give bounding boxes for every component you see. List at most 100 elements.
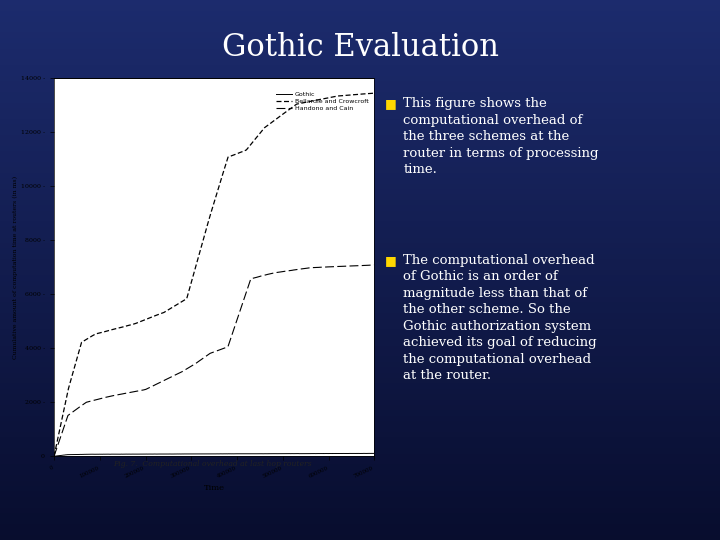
Gothic <box>192 451 201 457</box>
Bar <box>0 508 720 513</box>
Bar <box>0 351 720 356</box>
Bar <box>0 135 720 140</box>
Bar <box>0 340 720 346</box>
Bar <box>0 108 720 113</box>
Bar <box>0 270 720 275</box>
Bar <box>0 232 720 238</box>
Bar <box>0 394 720 400</box>
Bar <box>0 151 720 157</box>
Bar <box>0 194 720 200</box>
Gothic <box>367 450 376 457</box>
Bar <box>0 454 720 459</box>
Bar <box>0 189 720 194</box>
Bar <box>0 173 720 178</box>
Bar <box>0 410 720 416</box>
Bar <box>0 324 720 329</box>
Bar <box>0 437 720 443</box>
Bar <box>0 227 720 232</box>
Handono and Cain <box>205 350 214 357</box>
Bellardie and Crowcroft <box>66 379 75 385</box>
Bar <box>0 32 720 38</box>
Bar <box>0 254 720 259</box>
Text: The computational overhead
of Gothic is an order of
magnitude less than that of
: The computational overhead of Gothic is … <box>403 254 597 382</box>
Gothic <box>233 450 241 457</box>
Bellardie and Crowcroft <box>197 244 206 250</box>
Bar <box>0 81 720 86</box>
Bar <box>0 238 720 243</box>
Text: This figure shows the
computational overhead of
the three schemes at the
router : This figure shows the computational over… <box>403 97 599 176</box>
Bar <box>0 313 720 319</box>
Bar <box>0 400 720 405</box>
Handono and Cain <box>50 453 58 460</box>
Bar <box>0 497 720 502</box>
Bar <box>0 378 720 383</box>
Bar <box>0 292 720 297</box>
Bar <box>0 5 720 11</box>
Bar <box>0 432 720 437</box>
Bar <box>0 49 720 54</box>
Bar <box>0 346 720 351</box>
Bellardie and Crowcroft <box>50 453 58 460</box>
Bar <box>0 513 720 518</box>
Bar <box>0 86 720 92</box>
Bar <box>0 535 720 540</box>
Y-axis label: Cumulative amount of computation time at routers (in ms): Cumulative amount of computation time at… <box>13 176 18 359</box>
Bar <box>0 92 720 97</box>
Bar <box>0 308 720 313</box>
Bar <box>0 76 720 81</box>
Bar <box>0 286 720 292</box>
Bar <box>0 157 720 162</box>
Bar <box>0 443 720 448</box>
Line: Gothic: Gothic <box>54 454 374 456</box>
Bar <box>0 162 720 167</box>
Bar <box>0 248 720 254</box>
Line: Handono and Cain: Handono and Cain <box>54 265 374 456</box>
Bar <box>0 167 720 173</box>
Bar <box>0 205 720 211</box>
Bar <box>0 43 720 49</box>
Bar <box>0 54 720 59</box>
Bar <box>0 335 720 340</box>
Bellardie and Crowcroft <box>302 99 310 105</box>
Bellardie and Crowcroft <box>361 91 369 97</box>
Bar <box>0 11 720 16</box>
Bar <box>0 124 720 130</box>
Bar <box>0 119 720 124</box>
Bar <box>0 459 720 464</box>
Bar <box>0 470 720 475</box>
Bar <box>0 97 720 103</box>
Handono and Cain <box>370 261 379 268</box>
Bar <box>0 59 720 65</box>
Bar <box>0 65 720 70</box>
Bar <box>0 373 720 378</box>
Bar <box>0 103 720 108</box>
Handono and Cain <box>361 262 369 269</box>
Bar <box>0 140 720 146</box>
Bar <box>0 178 720 184</box>
Bar <box>0 221 720 227</box>
Bar <box>0 502 720 508</box>
Bar <box>0 27 720 32</box>
Gothic <box>370 450 379 457</box>
Gothic <box>186 451 194 457</box>
Bar <box>0 0 720 5</box>
Bar <box>0 211 720 216</box>
Bar <box>0 518 720 524</box>
Bar <box>0 491 720 497</box>
Bellardie and Crowcroft <box>361 91 369 97</box>
Bellardie and Crowcroft <box>370 90 379 96</box>
Gothic <box>88 451 96 457</box>
Bar <box>0 362 720 367</box>
Bar <box>0 329 720 335</box>
Bellardie and Crowcroft <box>205 213 214 220</box>
Bar <box>0 243 720 248</box>
Gothic <box>50 453 58 460</box>
Bar <box>0 367 720 373</box>
Bar <box>0 481 720 486</box>
Gothic <box>75 451 84 458</box>
Bar <box>0 16 720 22</box>
Bar <box>0 297 720 302</box>
Gothic <box>50 453 58 460</box>
Gothic <box>198 451 207 457</box>
Bar <box>0 302 720 308</box>
